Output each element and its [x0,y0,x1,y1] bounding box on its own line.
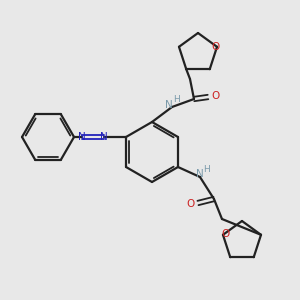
Text: N: N [165,100,173,110]
Text: H: H [204,164,210,173]
Text: N: N [196,169,204,179]
Text: O: O [222,229,230,239]
Text: H: H [172,95,179,104]
Text: O: O [187,199,195,209]
Text: O: O [211,42,219,52]
Text: O: O [211,91,219,101]
Text: N: N [78,132,86,142]
Text: N: N [100,132,108,142]
